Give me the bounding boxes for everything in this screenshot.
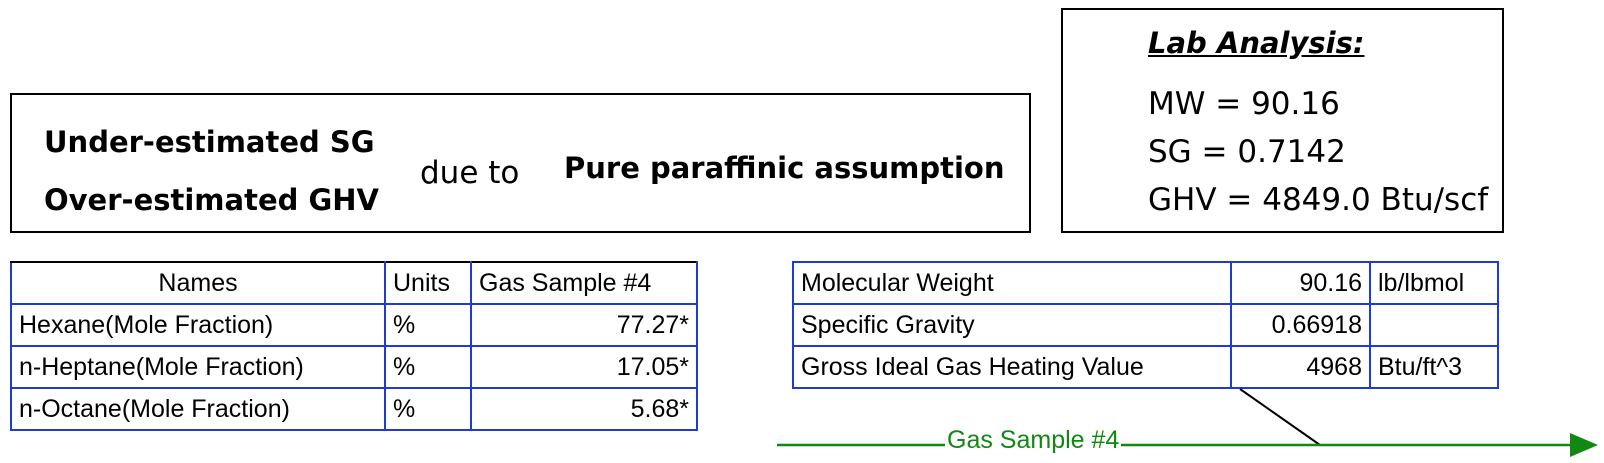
lab-ghv-text: GHV = 4849.0 Btu/scf [1148, 182, 1489, 218]
property-value-cell[interactable]: 4968 [1230, 345, 1371, 389]
component-unit-cell[interactable]: % [384, 387, 472, 431]
due-to-text: due to [420, 155, 520, 191]
table-row[interactable]: Gross Ideal Gas Heating Value 4968 Btu/f… [792, 345, 1499, 389]
component-name-cell[interactable]: n-Octane(Mole Fraction) [10, 387, 386, 431]
table-row[interactable]: Molecular Weight 90.16 lb/lbmol [792, 261, 1499, 305]
property-name-cell[interactable]: Gross Ideal Gas Heating Value [792, 345, 1232, 389]
property-value-cell[interactable]: 90.16 [1230, 261, 1371, 305]
table-row[interactable]: Hexane(Mole Fraction) % 77.27* [10, 303, 698, 347]
composition-table: Names Units Gas Sample #4 Hexane(Mole Fr… [10, 261, 698, 431]
header-units: Units [384, 261, 472, 305]
table-row[interactable]: n-Octane(Mole Fraction) % 5.68* [10, 387, 698, 431]
table-row[interactable]: n-Heptane(Mole Fraction) % 17.05* [10, 345, 698, 389]
component-unit-cell[interactable]: % [384, 345, 472, 389]
leader-line [1239, 388, 1321, 446]
component-value-cell[interactable]: 77.27* [470, 303, 698, 347]
component-name-cell[interactable]: n-Heptane(Mole Fraction) [10, 345, 386, 389]
stream-label[interactable]: Gas Sample #4 [945, 426, 1122, 454]
property-unit-cell[interactable] [1369, 303, 1499, 347]
header-gas-sample: Gas Sample #4 [470, 261, 698, 305]
lab-analysis-box: Lab Analysis: MW = 90.16 SG = 0.7142 GHV… [1061, 8, 1504, 233]
header-names: Names [10, 261, 386, 305]
component-name-cell[interactable]: Hexane(Mole Fraction) [10, 303, 386, 347]
over-estimated-ghv-text: Over-estimated GHV [44, 183, 379, 217]
table-row[interactable]: Specific Gravity 0.66918 [792, 303, 1499, 347]
property-value-cell[interactable]: 0.66918 [1230, 303, 1371, 347]
property-name-cell[interactable]: Specific Gravity [792, 303, 1232, 347]
component-value-cell[interactable]: 5.68* [470, 387, 698, 431]
component-unit-cell[interactable]: % [384, 303, 472, 347]
stream-arrow-icon [1570, 433, 1598, 457]
lab-mw-text: MW = 90.16 [1148, 86, 1340, 122]
under-estimated-sg-text: Under-estimated SG [44, 125, 375, 159]
property-name-cell[interactable]: Molecular Weight [792, 261, 1232, 305]
component-value-cell[interactable]: 17.05* [470, 345, 698, 389]
composition-header-row: Names Units Gas Sample #4 [10, 261, 698, 305]
property-unit-cell[interactable]: Btu/ft^3 [1369, 345, 1499, 389]
property-unit-cell[interactable]: lb/lbmol [1369, 261, 1499, 305]
explanation-box: Under-estimated SG Over-estimated GHV du… [10, 93, 1031, 233]
lab-sg-text: SG = 0.7142 [1148, 134, 1346, 170]
reason-text: Pure paraffinic assumption [564, 151, 1005, 185]
stream-properties-table: Molecular Weight 90.16 lb/lbmol Specific… [792, 261, 1499, 389]
lab-analysis-title: Lab Analysis: [1148, 26, 1365, 60]
